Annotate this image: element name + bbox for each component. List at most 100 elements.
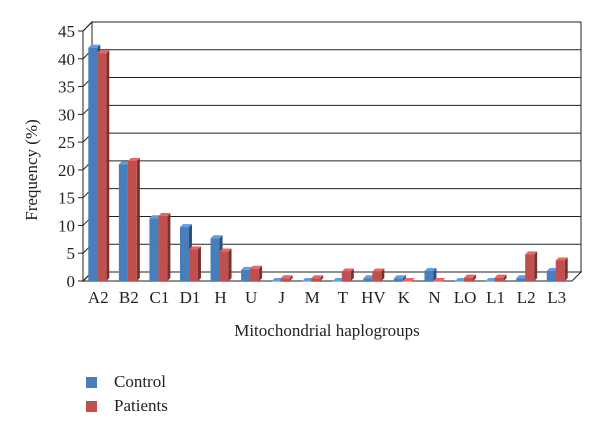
bar-top [88,44,101,48]
bar-side [503,274,507,281]
gridline [82,21,581,32]
bar-front [241,269,251,281]
bar-front [179,227,189,281]
bar-top [464,274,477,278]
bar-side [197,246,201,281]
bar-front [219,251,229,281]
bar-patients-hv [372,268,385,281]
bar-front [433,281,443,282]
x-tick-label: M [305,288,320,307]
bar-top [158,213,171,216]
bar-side [433,268,437,281]
bar-top [393,275,406,279]
bar-front [485,281,495,282]
bar-front [516,278,526,281]
bar-front [88,47,98,281]
bar-top [250,265,263,269]
y-tick-label: 5 [67,244,76,263]
bar-front [188,249,198,281]
bar-patients-k [402,278,415,282]
y-tick-label: 35 [58,78,75,97]
bar-top [341,268,354,272]
gridline [82,188,581,199]
bar-front [149,218,159,281]
bar-top [372,268,385,272]
bar-front [332,281,342,282]
bar-control-k [393,275,406,281]
bar-front [464,277,474,281]
x-tick-label: U [245,288,257,307]
gridline [82,132,581,143]
legend-swatch-patients [86,400,97,412]
x-tick-label: N [428,288,440,307]
bar-control-n [424,268,437,281]
bar-front [372,271,382,281]
legend-item-patients: Patients [86,394,168,418]
x-tick-label: HV [361,288,386,307]
bar-top [179,224,192,228]
bar-front [494,277,504,281]
y-tick-label: 25 [58,133,75,152]
x-axis-ticks: A2 B2 C1 D1 H U J M T HV K N LO L1 L2 L3 [88,288,566,307]
bar-front [402,281,412,282]
bar-front [127,161,137,281]
bar-patients-j [280,275,293,281]
y-tick-label: 15 [58,189,75,208]
x-tick-label: A2 [88,288,109,307]
bar-top [402,278,415,281]
bar-side [259,265,263,281]
x-tick-label: D1 [180,288,201,307]
bar-front [210,238,220,281]
bar-top [188,246,201,250]
x-tick-label: J [278,288,285,307]
bar-front [118,164,128,281]
bar-side [534,251,538,281]
bar-front [302,281,312,282]
bar-front [341,271,351,281]
legend-item-control: Control [86,370,168,394]
x-tick-label: L3 [547,288,566,307]
bar-side [402,275,406,281]
bar-front [455,281,465,282]
bar-top [525,251,538,255]
gridline [82,104,581,115]
bar-patients-a2 [97,50,110,281]
y-tick-label: 10 [58,216,75,235]
y-tick-label: 0 [67,272,76,291]
bar-side [381,268,385,281]
bar-patients-l3 [555,257,568,281]
y-tick-label: 45 [58,22,75,41]
x-tick-label: H [214,288,226,307]
gridline [82,77,581,87]
bar-front [555,260,565,281]
x-tick-label: LO [454,288,477,307]
x-axis-title: Mitochondrial haplogroups [234,321,420,340]
bar-front [158,216,168,281]
bar-front [271,281,281,282]
bar-top [219,248,232,252]
bar-front [97,53,107,281]
bar-side [136,158,140,281]
bar-side [473,274,477,281]
bar-front [424,271,434,281]
legend-label-control: Control [114,372,166,391]
x-tick-label: L1 [486,288,505,307]
y-axis-ticks: 0 5 10 15 20 25 30 35 40 45 [58,22,83,291]
gridline [82,49,581,60]
x-tick-label: T [338,288,349,307]
bar-front [393,278,403,281]
bar-patients-c1 [158,213,171,281]
bar-top [311,275,324,279]
gridline [82,160,581,171]
bar-top [433,278,446,281]
bar-front [363,278,373,281]
bar-side [106,50,110,281]
y-tick-label: 30 [58,105,75,124]
legend-label-patients: Patients [114,396,168,415]
x-tick-label: B2 [119,288,139,307]
x-tick-label: L2 [517,288,536,307]
bar-side [167,213,171,281]
bar-top [280,275,293,279]
bar-patients-l2 [525,251,538,281]
